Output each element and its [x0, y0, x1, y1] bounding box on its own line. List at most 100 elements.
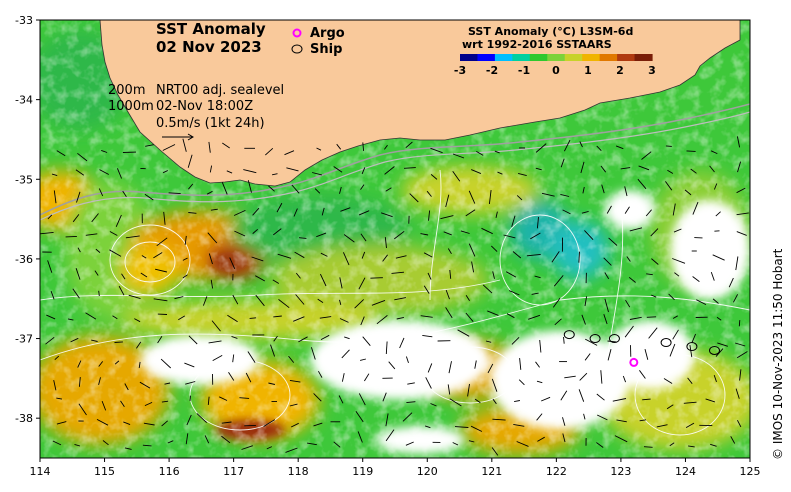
current-vector: [339, 277, 343, 289]
current-vector: [46, 314, 56, 320]
current-vector: [319, 273, 327, 287]
current-vector: [210, 208, 218, 211]
contour-200m: [40, 103, 750, 216]
current-vector: [692, 276, 700, 282]
argo-label: Argo: [310, 26, 345, 41]
current-vector: [402, 412, 413, 422]
contour-200m-label: 200m: [108, 83, 145, 98]
current-vector: [144, 401, 153, 407]
current-vector: [255, 294, 265, 307]
current-vector: [492, 418, 506, 421]
datetime-label: 02-Nov 18:00Z: [156, 99, 253, 114]
current-vector: [109, 249, 122, 257]
current-vector: [554, 318, 562, 326]
current-vector: [445, 289, 450, 300]
current-vector: [313, 422, 323, 427]
y-tick-label: -34: [15, 94, 33, 107]
current-vector: [185, 433, 189, 445]
current-vector: [528, 314, 541, 320]
x-tick-label: 115: [94, 465, 115, 478]
current-vector: [359, 358, 367, 361]
current-vector: [286, 167, 299, 172]
y-tick-label: -35: [15, 173, 33, 186]
current-vector: [385, 429, 395, 442]
colorbar-segment: [634, 54, 653, 61]
x-tick-label: 122: [546, 465, 567, 478]
current-vector: [109, 231, 118, 236]
current-vector: [581, 314, 586, 325]
current-vector: [665, 145, 672, 147]
current-vector: [232, 294, 239, 305]
current-vector: [607, 340, 617, 343]
colorbar-segment: [512, 54, 531, 61]
current-vector: [243, 169, 257, 174]
current-vector: [161, 400, 169, 403]
current-vector: [474, 360, 477, 369]
current-vector: [526, 253, 541, 257]
current-vector: [164, 382, 171, 385]
current-vector: [212, 355, 223, 361]
ship-marker-icon: [291, 44, 303, 54]
current-vector: [376, 315, 388, 325]
current-vector: [394, 230, 405, 240]
current-vector: [430, 147, 443, 154]
current-vector: [734, 342, 746, 347]
current-vector: [161, 420, 168, 427]
current-vector: [712, 298, 719, 304]
current-vector: [603, 314, 608, 325]
current-vector: [272, 173, 278, 176]
current-vector: [211, 320, 221, 332]
current-vector: [622, 375, 627, 383]
colorbar: [460, 54, 653, 61]
current-vector: [596, 393, 605, 401]
current-vector: [336, 143, 342, 150]
current-vector: [669, 343, 676, 357]
current-vector: [519, 358, 522, 370]
current-vector: [584, 353, 591, 361]
current-vector: [96, 419, 109, 426]
current-vector: [563, 336, 565, 344]
current-vector: [121, 273, 126, 280]
current-vector: [385, 187, 392, 192]
current-vector: [620, 167, 631, 170]
x-tick-label: 125: [740, 465, 761, 478]
current-vector: [673, 228, 682, 233]
current-vector: [530, 232, 541, 240]
current-vector: [295, 294, 305, 305]
current-vectors: [40, 136, 749, 456]
current-vector: [56, 150, 66, 157]
current-vector: [596, 442, 604, 448]
current-vector: [154, 268, 168, 273]
current-vector: [710, 150, 718, 155]
current-vector: [733, 294, 738, 303]
current-vector: [221, 421, 232, 424]
colorbar-segment: [564, 54, 583, 61]
colorbar-tick-label: 2: [616, 64, 624, 77]
current-vector: [552, 297, 561, 308]
current-vector: [70, 337, 79, 343]
x-tick-label: 117: [223, 465, 244, 478]
current-vector: [186, 414, 192, 426]
current-vector: [395, 255, 407, 259]
current-vector: [584, 230, 594, 241]
credit-text: © IMOS 10-Nov-2023 11:50 Hobart: [771, 248, 785, 460]
x-tick-label: 124: [675, 465, 696, 478]
current-vector: [562, 209, 571, 215]
current-vector: [696, 299, 707, 306]
current-vector: [333, 441, 341, 448]
current-vector: [645, 209, 652, 217]
ship-position-marker: [660, 338, 672, 348]
current-vector: [252, 207, 260, 216]
current-vector: [382, 254, 388, 262]
current-vector: [209, 165, 213, 173]
current-vector: [713, 183, 718, 190]
current-vector: [206, 190, 213, 195]
current-vector: [272, 279, 280, 284]
current-vector: [626, 256, 631, 262]
current-vector: [207, 396, 210, 405]
current-vector: [255, 275, 266, 282]
current-vector: [385, 341, 388, 355]
current-vector: [487, 363, 494, 374]
current-vector: [737, 161, 742, 173]
current-vector: [273, 315, 282, 318]
